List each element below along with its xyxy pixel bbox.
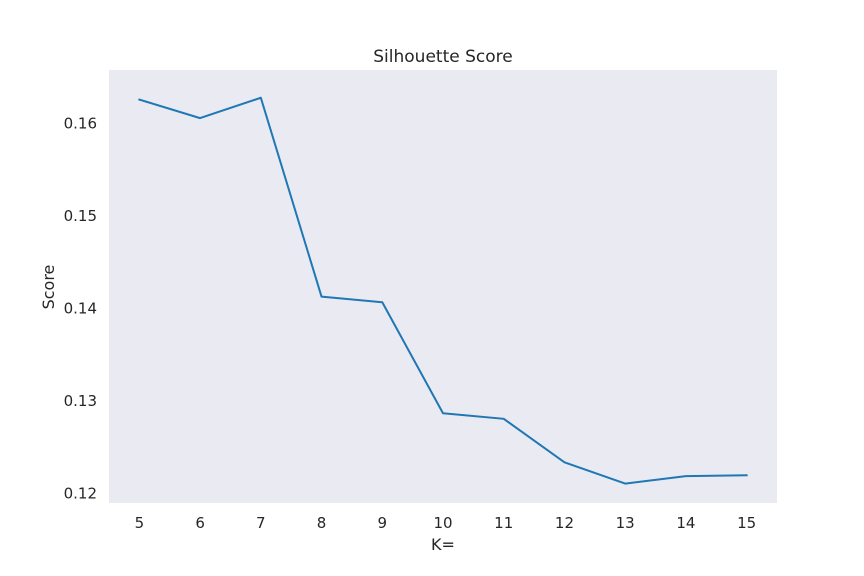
x-tick-label: 13 <box>616 514 635 532</box>
chart-title: Silhouette Score <box>373 47 512 67</box>
x-tick-label: 6 <box>195 514 205 532</box>
y-tick-label: 0.16 <box>64 115 97 133</box>
y-tick-label: 0.14 <box>64 300 97 318</box>
y-tick-labels: 0.12 0.13 0.14 0.15 0.16 <box>64 115 97 503</box>
x-tick-label: 9 <box>377 514 387 532</box>
y-tick-label: 0.15 <box>64 207 97 225</box>
x-tick-label: 11 <box>494 514 513 532</box>
y-tick-label: 0.12 <box>64 485 97 503</box>
x-tick-label: 14 <box>676 514 695 532</box>
x-tick-label: 12 <box>555 514 574 532</box>
y-axis-label: Score <box>39 265 58 310</box>
series-layer <box>138 96 748 485</box>
x-tick-label: 10 <box>433 514 452 532</box>
x-axis-label: K= <box>431 535 455 554</box>
x-tick-label: 15 <box>737 514 756 532</box>
x-tick-label: 7 <box>256 514 266 532</box>
series-line <box>138 96 748 485</box>
x-tick-label: 5 <box>135 514 145 532</box>
x-tick-label: 8 <box>317 514 327 532</box>
x-tick-labels: 5 6 7 8 9 10 11 12 13 14 15 <box>135 514 757 532</box>
plot-area <box>109 70 777 503</box>
y-tick-label: 0.13 <box>64 392 97 410</box>
